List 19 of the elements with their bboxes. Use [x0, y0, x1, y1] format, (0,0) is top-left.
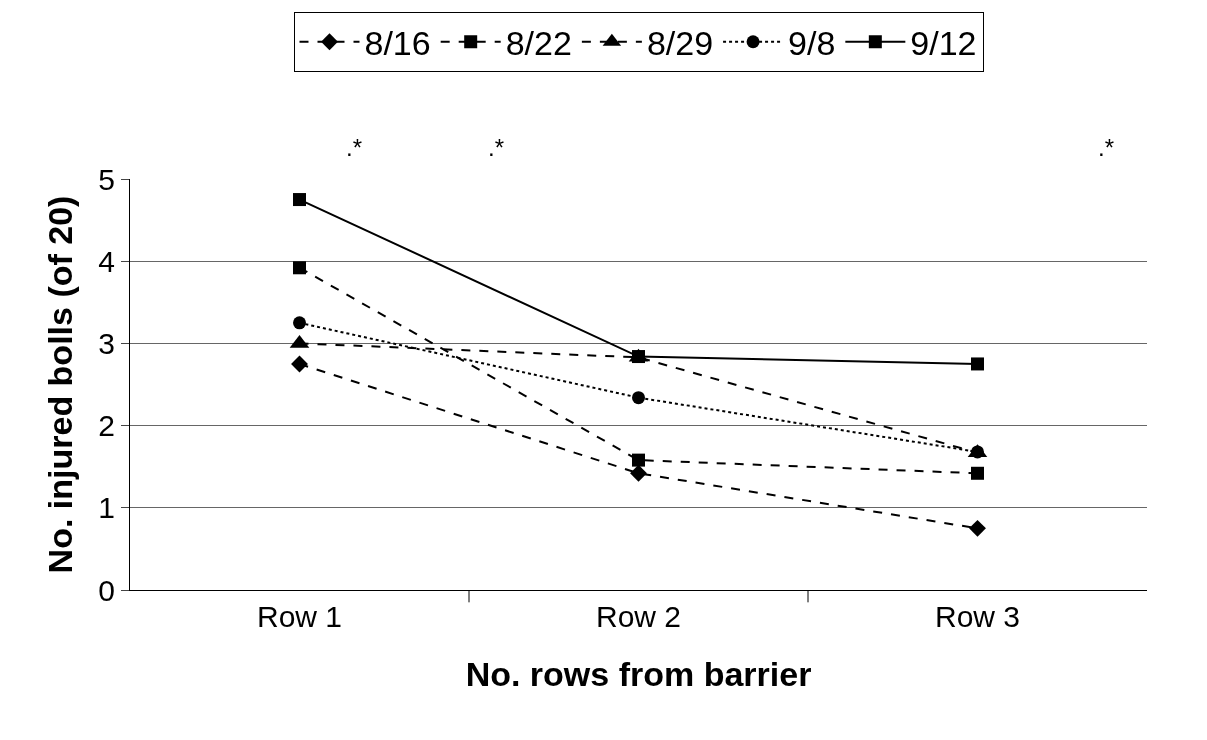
- x-tick-label: Row 3: [934, 600, 1021, 633]
- y-tick-label: 3: [98, 326, 115, 360]
- text: .*: [346, 134, 363, 161]
- y-tick-label: 4: [98, 244, 115, 278]
- y-tick-label: 5: [98, 162, 115, 196]
- legend-label: 8/16: [364, 24, 431, 62]
- y-tick-label: 2: [98, 409, 115, 443]
- legend-label: 8/29: [646, 24, 714, 62]
- text: .*: [488, 134, 505, 161]
- legend-label: 9/8: [788, 24, 836, 62]
- legend-label: 8/22: [505, 24, 572, 62]
- x-tick-label: Row 2: [595, 600, 682, 633]
- legend-label: 9/12: [910, 24, 977, 62]
- x-axis-title: No. rows from barrier: [465, 655, 812, 694]
- text: .*: [1098, 134, 1115, 161]
- x-tick-label: Row 1: [256, 600, 343, 633]
- y-tick-label: 1: [98, 491, 115, 525]
- y-tick-label: 0: [98, 573, 115, 607]
- y-axis-title: No. injured bolls (of 20): [40, 195, 79, 574]
